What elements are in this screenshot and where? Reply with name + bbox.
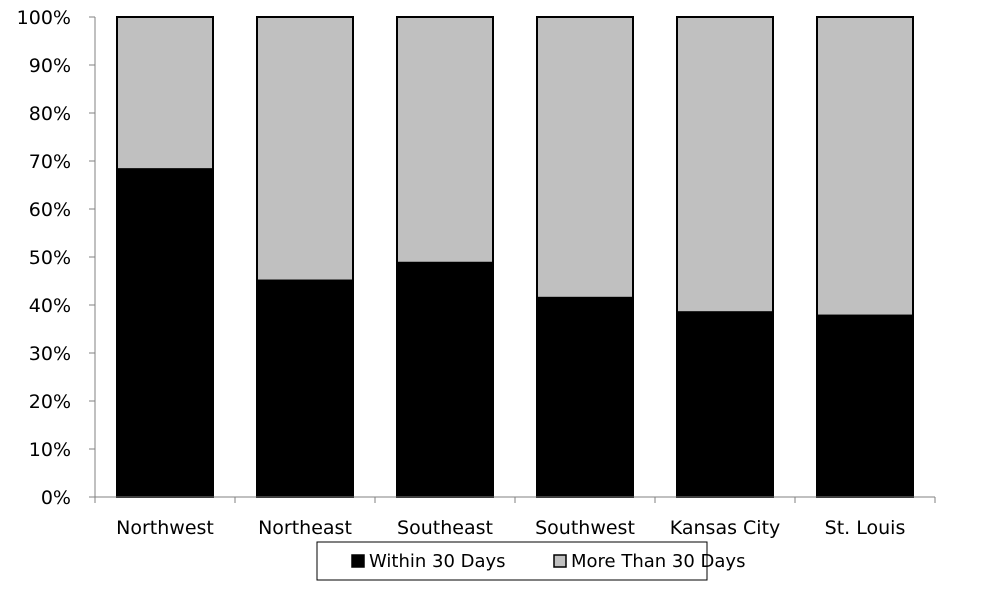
y-tick-label: 90%	[29, 55, 71, 77]
y-tick-label: 70%	[29, 151, 71, 173]
y-tick-label: 20%	[29, 391, 71, 413]
y-tick-label: 10%	[29, 439, 71, 461]
x-tick-label: Northeast	[258, 517, 352, 539]
x-tick-label: Southeast	[397, 517, 493, 539]
bar-within-30-days-1	[256, 279, 354, 498]
y-tick-label: 40%	[29, 295, 71, 317]
y-tick-label: 100%	[17, 7, 71, 29]
y-tick-label: 30%	[29, 343, 71, 365]
bar-within-30-days-0	[116, 168, 214, 498]
bars-group	[116, 16, 914, 499]
y-tick-label: 0%	[41, 487, 71, 509]
bar-more-than-30-days-5	[816, 16, 914, 317]
bar-more-than-30-days-0	[116, 16, 214, 171]
y-tick-label: 50%	[29, 247, 71, 269]
x-tick-label: Southwest	[535, 517, 635, 539]
legend-swatch-within-30-days	[351, 554, 365, 568]
x-axis: Northwest Northeast Southeast Southwest Kans…	[94, 496, 936, 539]
bar-within-30-days-2	[396, 261, 494, 499]
bar-more-than-30-days-3	[536, 16, 634, 299]
bar-within-30-days-3	[536, 296, 634, 498]
bar-more-than-30-days-1	[256, 16, 354, 282]
bar-within-30-days-5	[816, 314, 914, 498]
legend-swatch-more-than-30-days	[553, 554, 567, 568]
y-tick-label: 80%	[29, 103, 71, 125]
legend: Within 30 Days More Than 30 Days	[316, 541, 745, 581]
y-axis: 0% 10% 20% 30% 40% 50% 60% 70% 80% 90% 100%	[17, 7, 96, 509]
legend-label: More Than 30 Days	[571, 551, 745, 572]
legend-box	[316, 541, 708, 581]
x-tick-label: Kansas City	[670, 517, 781, 539]
bar-more-than-30-days-4	[676, 16, 774, 314]
x-tick-label: Northwest	[116, 517, 214, 539]
bar-within-30-days-4	[676, 311, 774, 499]
legend-label: Within 30 Days	[369, 551, 506, 572]
x-tick-label: St. Louis	[825, 517, 906, 539]
y-tick-label: 60%	[29, 199, 71, 221]
bar-more-than-30-days-2	[396, 16, 494, 264]
